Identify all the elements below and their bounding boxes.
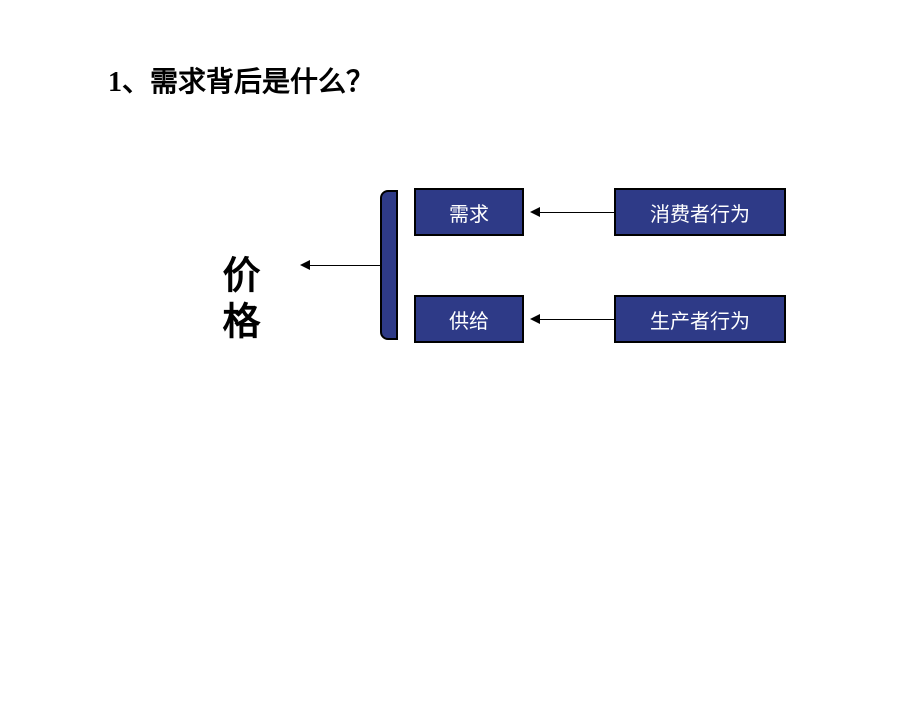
node-consumer: 消费者行为: [614, 188, 786, 236]
page-title: 1、需求背后是什么？: [108, 60, 374, 100]
node-demand-label: 需求: [449, 198, 489, 227]
arrow-producer-supply-line: [540, 319, 614, 320]
arrow-producer-supply-head: [530, 314, 540, 324]
node-demand: 需求: [414, 188, 524, 236]
node-consumer-label: 消费者行为: [650, 198, 750, 227]
node-supply-label: 供给: [449, 305, 489, 334]
node-producer-label: 生产者行为: [650, 305, 750, 334]
arrow-consumer-demand-head: [530, 207, 540, 217]
arrow-to-price-line: [310, 265, 380, 266]
bracket-shape: [380, 190, 398, 340]
arrow-consumer-demand-line: [540, 212, 614, 213]
node-producer: 生产者行为: [614, 295, 786, 343]
arrow-to-price-head: [300, 260, 310, 270]
price-label: 价格: [210, 255, 265, 347]
node-supply: 供给: [414, 295, 524, 343]
